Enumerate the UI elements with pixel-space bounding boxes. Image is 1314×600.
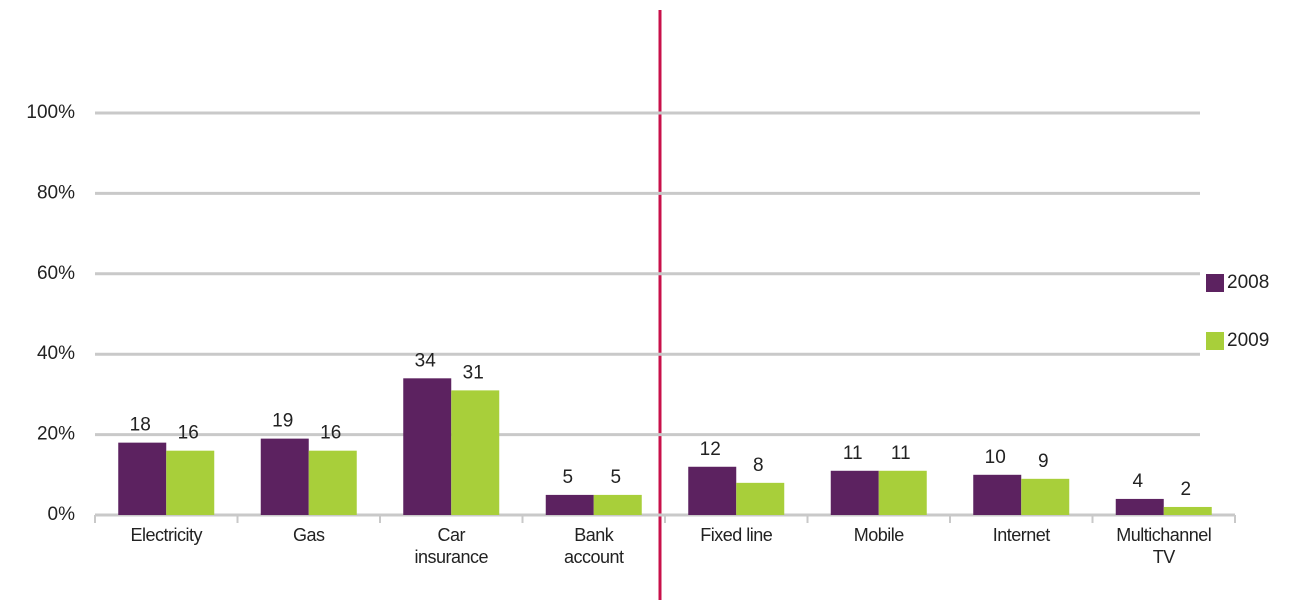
y-tick-label: 80% [37, 182, 75, 203]
x-tick-label: Fixed line [700, 525, 773, 545]
value-label: 34 [415, 350, 437, 371]
legend-swatch [1206, 332, 1224, 350]
legend-label: 2008 [1227, 272, 1269, 293]
legend-label: 2009 [1227, 330, 1269, 351]
bar [830, 470, 879, 515]
y-tick-label: 0% [48, 504, 76, 525]
bar [593, 494, 642, 515]
bar [451, 390, 500, 515]
value-label: 8 [753, 455, 764, 476]
value-label: 10 [985, 447, 1006, 468]
value-label: 19 [272, 411, 293, 432]
value-label: 16 [178, 423, 199, 444]
bar [260, 438, 309, 515]
bar [166, 450, 215, 515]
value-label: 5 [610, 467, 621, 488]
bar [545, 494, 594, 515]
x-tick-label: Internet [992, 525, 1051, 545]
bar [1115, 498, 1164, 515]
y-tick-label: 20% [37, 424, 75, 445]
value-label: 16 [320, 423, 341, 444]
x-tick-label: Multichannel TV [1116, 525, 1212, 567]
x-tick-label: Mobile [853, 525, 905, 545]
y-tick-label: 100% [26, 102, 75, 123]
value-label: 12 [700, 439, 721, 460]
x-tick-label: Car insurance [414, 525, 489, 567]
bar [688, 466, 737, 515]
bar [1021, 478, 1070, 515]
value-label: 11 [891, 443, 911, 464]
bar [308, 450, 357, 515]
x-tick-label: Gas [292, 525, 325, 545]
value-label: 4 [1132, 471, 1143, 492]
value-label: 9 [1038, 451, 1049, 472]
x-tick-label: Electricity [130, 525, 202, 545]
bar [736, 482, 785, 515]
bar [403, 378, 452, 515]
x-tick-label: Bank account [563, 525, 624, 567]
bar [118, 442, 167, 515]
bar [878, 470, 927, 515]
y-tick-label: 40% [37, 343, 75, 364]
bar [973, 474, 1022, 515]
legend-swatch [1206, 274, 1224, 292]
bar [1163, 506, 1212, 515]
value-label: 5 [562, 467, 573, 488]
y-tick-label: 60% [37, 263, 75, 284]
value-label: 18 [130, 415, 151, 436]
value-label: 2 [1180, 479, 1191, 500]
value-label: 31 [463, 362, 484, 383]
value-label: 11 [843, 443, 863, 464]
